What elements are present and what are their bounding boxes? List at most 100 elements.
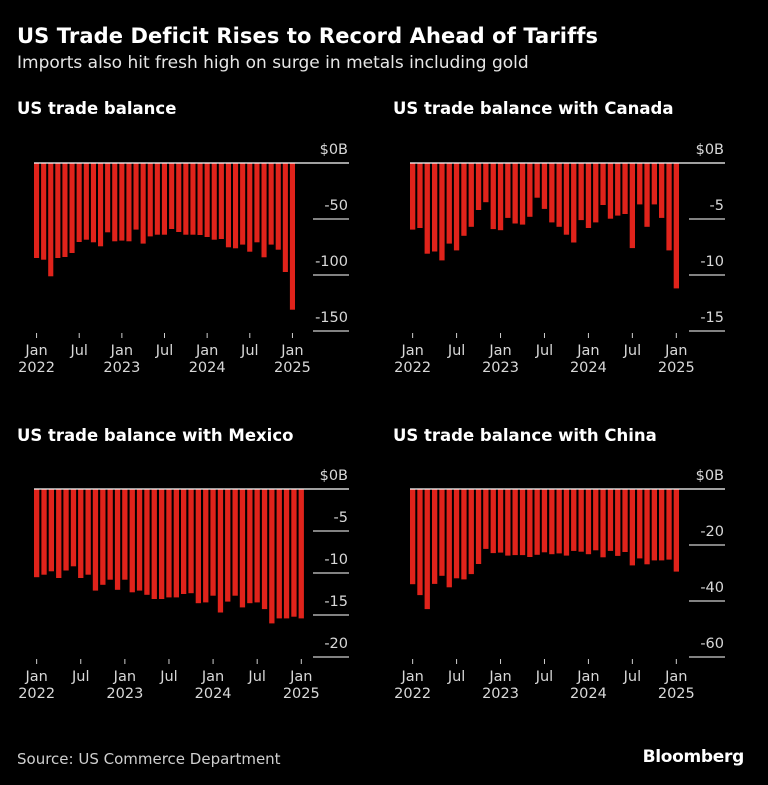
y-tick-label: -150 — [315, 310, 348, 326]
bar — [268, 163, 274, 245]
y-tick-label: -60 — [700, 636, 724, 652]
y-tick-label: -15 — [324, 594, 348, 610]
y-tick-label: -100 — [315, 254, 348, 270]
bar — [417, 489, 423, 596]
bar — [210, 489, 216, 596]
x-tick-label: Jan — [576, 669, 599, 685]
x-tick-year: 2022 — [394, 686, 431, 702]
bar — [225, 489, 231, 602]
bar — [673, 163, 679, 289]
bar — [232, 489, 238, 596]
x-tick-label: Jan — [24, 669, 47, 685]
x-tick-year: 2023 — [482, 686, 519, 702]
bar — [541, 489, 548, 553]
bar — [600, 489, 606, 558]
bar — [637, 489, 643, 559]
bar — [637, 163, 643, 205]
x-tick-label: Jan — [576, 343, 599, 359]
y-tick-label: -5 — [710, 198, 724, 214]
bar — [666, 163, 672, 251]
bar — [136, 489, 143, 591]
bar — [585, 163, 592, 228]
bar — [195, 489, 201, 604]
bar — [578, 489, 584, 552]
bar — [651, 489, 657, 561]
bar — [85, 489, 91, 575]
bar — [41, 163, 47, 260]
bar — [468, 163, 474, 227]
bar — [140, 163, 146, 244]
bar — [291, 489, 297, 617]
bar — [512, 163, 518, 224]
bar — [55, 163, 61, 258]
bar — [76, 163, 82, 242]
bar — [446, 163, 452, 244]
bar — [461, 163, 467, 236]
bar — [607, 489, 614, 551]
y-tick-label: -10 — [700, 254, 724, 270]
bar — [114, 489, 121, 590]
x-tick-label: Jul — [535, 343, 554, 359]
bar — [600, 163, 606, 205]
y-tick-label: -5 — [334, 510, 348, 526]
bar — [439, 489, 445, 576]
bar — [549, 489, 555, 555]
bar — [126, 163, 132, 242]
bar — [107, 489, 113, 580]
bar — [283, 489, 290, 619]
bar — [629, 489, 635, 566]
bar — [461, 489, 467, 580]
y-tick-label: $0B — [320, 468, 348, 484]
bar — [659, 489, 665, 561]
panel-title-mexico: US trade balance with Mexico — [17, 426, 294, 445]
x-tick-label: Jul — [240, 343, 259, 359]
x-tick-year: 2023 — [106, 686, 143, 702]
bar — [225, 163, 231, 248]
bar — [593, 163, 599, 223]
y-tick-label: $0B — [696, 142, 724, 158]
bar — [48, 489, 54, 572]
bar — [475, 489, 482, 564]
y-tick-label: $0B — [696, 468, 724, 484]
x-tick-label: Jul — [623, 669, 642, 685]
x-tick-year: 2025 — [274, 360, 311, 376]
bar — [615, 163, 621, 216]
x-tick-year: 2025 — [658, 360, 695, 376]
x-tick-year: 2022 — [394, 360, 431, 376]
x-tick-label: Jan — [488, 669, 511, 685]
bar — [519, 163, 526, 225]
x-tick-label: Jan — [400, 669, 423, 685]
bar — [203, 489, 209, 603]
bar — [432, 163, 438, 252]
bar — [483, 163, 489, 203]
bar — [276, 489, 282, 619]
bar — [144, 489, 150, 595]
bar — [63, 489, 69, 571]
bar — [154, 163, 160, 235]
x-tick-year: 2024 — [189, 360, 226, 376]
y-tick-label: -20 — [700, 524, 724, 540]
bar — [666, 489, 672, 560]
x-tick-label: Jul — [71, 669, 90, 685]
bar — [261, 163, 267, 258]
y-tick-label: $0B — [320, 142, 348, 158]
bar — [34, 163, 40, 258]
bar — [254, 163, 260, 243]
bar — [70, 489, 77, 567]
bar — [622, 489, 628, 552]
bar — [424, 163, 430, 254]
bar — [453, 163, 460, 251]
bar — [519, 489, 526, 556]
bar — [527, 489, 533, 557]
bar — [490, 489, 496, 554]
bar — [188, 489, 194, 594]
bar — [446, 489, 452, 588]
x-tick-label: Jan — [110, 343, 133, 359]
bar — [556, 163, 562, 227]
x-tick-label: Jul — [535, 669, 554, 685]
bar — [417, 163, 423, 228]
bar — [218, 163, 224, 239]
bar — [98, 163, 104, 247]
bar — [247, 489, 253, 604]
bar — [468, 489, 474, 575]
